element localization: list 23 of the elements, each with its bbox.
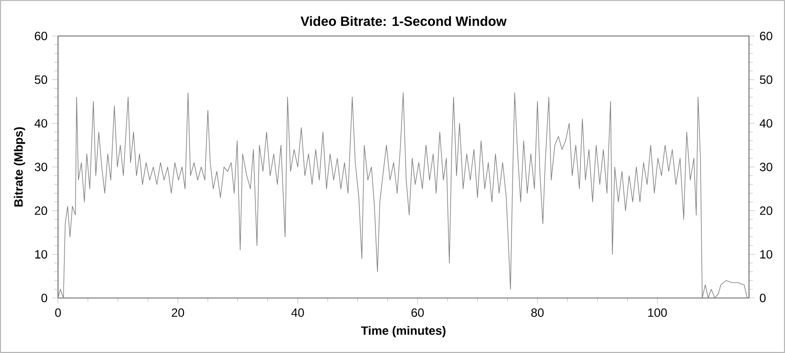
x-tick-label: 40 [291,308,304,317]
y2-tick-label: 50 [760,75,772,84]
x-axis-title: Time (minutes) [361,326,446,338]
y-tick-label: 30 [34,162,48,172]
y2-tick-label: 10 [760,250,772,259]
y2-tick-label: 60 [760,32,772,40]
y-tick-label: 40 [34,119,48,128]
x-tick-label: 60 [412,308,424,317]
y-tick-label: 50 [34,75,48,84]
y2-tick-label: 0 [760,294,766,302]
y-axis-title: Bitrate (Mbps) [14,127,26,207]
y-tick-label: 60 [34,32,48,40]
x-tick-label: 20 [172,308,184,317]
y-tick-label: 20 [34,206,48,215]
x-tick-label: 100 [648,308,667,317]
x-tick-label: 0 [55,308,61,317]
y2-tick-label: 40 [760,119,772,128]
y-tick-label: 10 [35,250,48,259]
y2-tick-label: 30 [760,162,772,172]
chart-title: Video Bitrate: 1-Second Window [300,16,507,26]
x-tick-label: 80 [531,308,544,317]
y-tick-label: 0 [41,294,48,302]
y2-tick-label: 20 [760,206,772,215]
